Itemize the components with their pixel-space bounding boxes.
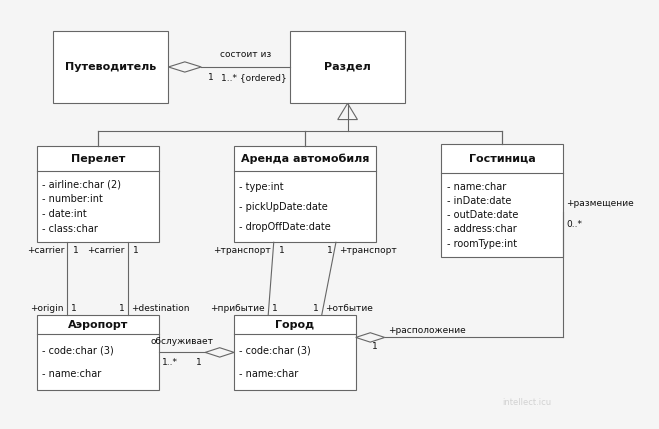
Text: +отбытие: +отбытие (325, 304, 373, 313)
Text: - address:char: - address:char (447, 224, 516, 234)
Text: 1: 1 (272, 304, 277, 313)
Text: 1: 1 (313, 304, 318, 313)
Text: - name:char: - name:char (42, 369, 101, 379)
Text: 1: 1 (133, 246, 139, 255)
Text: 1: 1 (196, 357, 202, 366)
Bar (234, 315, 356, 390)
Text: - name:char: - name:char (239, 369, 299, 379)
Text: +carrier: +carrier (88, 246, 125, 255)
Text: +destination: +destination (131, 304, 190, 313)
Text: состоит из: состоит из (220, 50, 272, 59)
Text: - outDate:date: - outDate:date (447, 210, 518, 221)
Text: 1..* {ordered}: 1..* {ordered} (221, 73, 287, 82)
Text: - date:int: - date:int (42, 209, 87, 219)
Text: +origin: +origin (30, 304, 64, 313)
Text: 1: 1 (279, 246, 285, 255)
Text: intellect.icu: intellect.icu (502, 398, 552, 407)
Text: +транспорт: +транспорт (213, 246, 270, 255)
Text: - roomType:int: - roomType:int (447, 239, 517, 248)
Text: +транспорт: +транспорт (339, 246, 397, 255)
Text: - code:char (3): - code:char (3) (239, 345, 311, 356)
Text: 1: 1 (72, 246, 78, 255)
Text: - name:char: - name:char (447, 182, 506, 192)
Text: +размещение: +размещение (566, 199, 634, 208)
Text: Перелет: Перелет (71, 154, 125, 163)
Text: Город: Город (275, 320, 314, 330)
Text: - airline:char (2): - airline:char (2) (42, 179, 121, 189)
Text: +расположение: +расположение (388, 326, 466, 335)
Text: обслуживает: обслуживает (150, 337, 214, 346)
Text: - class:char: - class:char (42, 224, 98, 234)
Text: 1: 1 (327, 246, 333, 255)
Text: Раздел: Раздел (324, 62, 371, 72)
Text: Аренда автомобиля: Аренда автомобиля (241, 153, 369, 164)
Text: - inDate:date: - inDate:date (447, 196, 511, 206)
Text: +carrier: +carrier (26, 246, 64, 255)
Text: 1: 1 (119, 304, 125, 313)
Text: - dropOffDate:date: - dropOffDate:date (239, 222, 331, 232)
Bar (37, 146, 159, 242)
Text: 0..*: 0..* (566, 221, 583, 230)
Bar (53, 30, 169, 103)
Text: - pickUpDate:date: - pickUpDate:date (239, 202, 328, 211)
Bar (442, 144, 563, 257)
Text: 1: 1 (208, 73, 214, 82)
Text: 1..*: 1..* (162, 357, 178, 366)
Text: 1: 1 (372, 342, 378, 351)
Text: +прибытие: +прибытие (210, 304, 265, 313)
Text: - number:int: - number:int (42, 194, 103, 204)
Bar (37, 315, 159, 390)
Bar (290, 30, 405, 103)
Text: - code:char (3): - code:char (3) (42, 345, 114, 356)
Text: 1: 1 (71, 304, 76, 313)
Text: Гостиница: Гостиница (469, 154, 536, 164)
Text: Путеводитель: Путеводитель (65, 62, 156, 72)
Text: Аэропорт: Аэропорт (67, 320, 128, 330)
Bar (234, 146, 376, 242)
Text: - type:int: - type:int (239, 182, 284, 192)
